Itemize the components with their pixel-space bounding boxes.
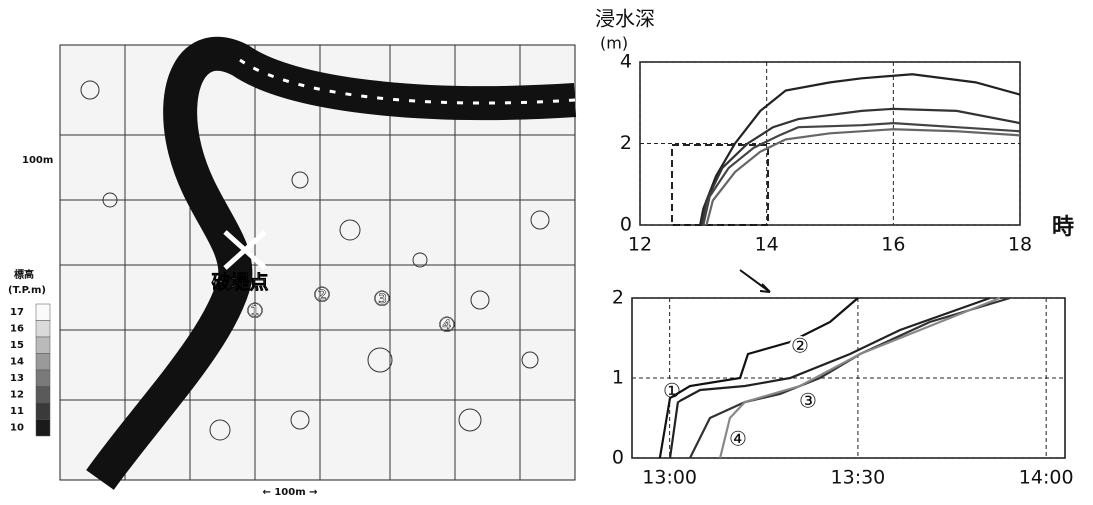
y-tick-label: 0 bbox=[620, 214, 632, 236]
legend-level: 17 bbox=[10, 307, 24, 318]
x-tick-label: 16 bbox=[881, 234, 905, 256]
legend-level: 13 bbox=[10, 373, 24, 384]
legend-swatch bbox=[35, 303, 51, 321]
legend-level: 16 bbox=[10, 324, 24, 335]
legend-swatch bbox=[35, 402, 51, 420]
legend-swatch bbox=[35, 336, 51, 354]
series-line bbox=[705, 128, 1021, 226]
y-tick-label: 4 bbox=[620, 51, 632, 73]
x-tick-label: 18 bbox=[1008, 234, 1032, 256]
legend-swatch bbox=[35, 386, 51, 404]
series-label: ① bbox=[663, 379, 681, 403]
zoom-arrow bbox=[739, 269, 771, 293]
point-label: ① bbox=[246, 299, 264, 323]
legend-swatch bbox=[35, 369, 51, 387]
series-line bbox=[658, 297, 859, 459]
series-line bbox=[699, 73, 1021, 226]
break-mark bbox=[223, 230, 267, 270]
series-label-bg bbox=[661, 381, 683, 403]
x-axis-label: 時 bbox=[1052, 215, 1074, 240]
series-label-bg bbox=[789, 336, 811, 358]
x-tick-label: 13:00 bbox=[642, 467, 697, 489]
break-point-label: 破堤点 bbox=[211, 272, 268, 294]
map: 破堤点 ① ② ③ ④ 100m ← 100m → 標高 (T.P.m) bbox=[8, 36, 577, 498]
y-tick-label: 2 bbox=[620, 132, 632, 154]
legend-level: 11 bbox=[10, 406, 24, 417]
x-tick-label: 13:30 bbox=[831, 467, 886, 489]
legend-title: 標高 bbox=[14, 268, 34, 281]
legend-swatch bbox=[35, 353, 51, 371]
series-label: ③ bbox=[799, 389, 817, 413]
series-line bbox=[719, 296, 1001, 459]
terrain bbox=[80, 80, 550, 441]
scale-horizontal: ← 100m → bbox=[262, 487, 317, 498]
legend-level: 10 bbox=[10, 423, 24, 434]
series-label: ④ bbox=[729, 427, 747, 451]
x-tick-label: 14 bbox=[755, 234, 779, 256]
point-label: ③ bbox=[373, 287, 391, 311]
x-tick-label: 12 bbox=[628, 234, 652, 256]
series-line bbox=[668, 296, 991, 459]
chart-title: 浸水深 bbox=[595, 7, 655, 31]
series-label-bg bbox=[797, 391, 819, 413]
legend-unit: (T.P.m) bbox=[8, 285, 46, 296]
legend-level: 15 bbox=[10, 340, 24, 351]
series-label-bg bbox=[727, 429, 749, 451]
y-tick-label: 2 bbox=[612, 287, 624, 309]
point-label: ④ bbox=[438, 313, 456, 337]
y-tick-label: 0 bbox=[612, 447, 624, 469]
series-line bbox=[702, 122, 1021, 226]
legend-level: 12 bbox=[10, 390, 24, 401]
series-line bbox=[700, 107, 1021, 226]
x-tick-label: 14:00 bbox=[1019, 467, 1074, 489]
y-axis-label: (m) bbox=[600, 34, 628, 53]
map-grid bbox=[60, 45, 575, 480]
legend-swatch bbox=[35, 419, 51, 437]
scale-vertical: 100m bbox=[22, 155, 53, 166]
point-label: ② bbox=[313, 283, 331, 307]
y-tick-label: 1 bbox=[612, 367, 624, 389]
series-label: ② bbox=[791, 334, 809, 358]
legend-level: 14 bbox=[10, 357, 24, 368]
legend-swatch bbox=[35, 320, 51, 338]
